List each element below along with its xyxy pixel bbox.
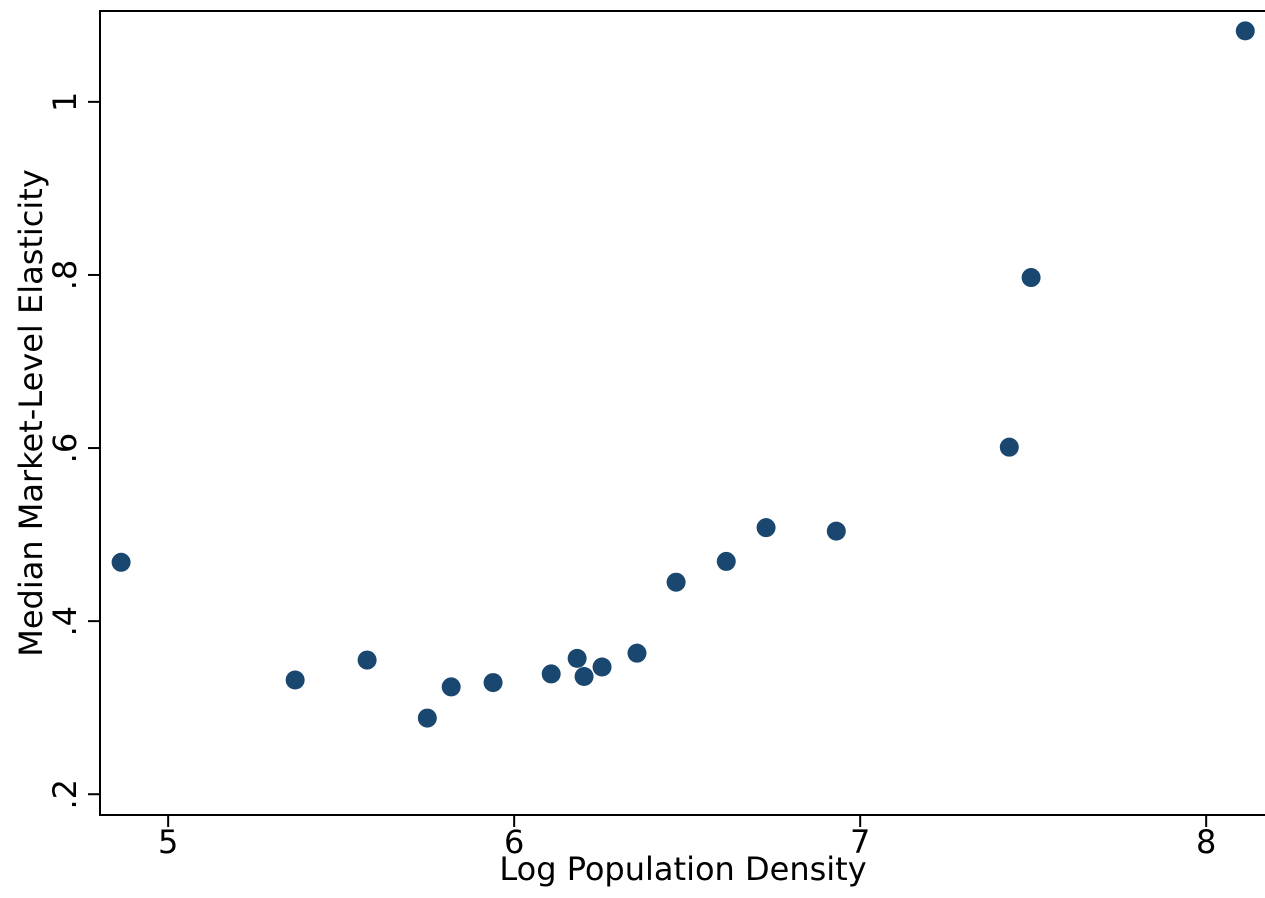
point [285,670,305,690]
y-tick-label: .6 [46,433,84,464]
point [567,648,587,668]
point [826,521,846,541]
y-axis-label: Median Market-Level Elasticity [12,169,50,657]
point [666,572,686,592]
point [592,657,612,677]
x-tick-label: 6 [504,823,524,861]
y-tick-label: .8 [46,260,84,291]
point [357,650,377,670]
point [1235,21,1255,41]
point [417,708,437,728]
x-axis-label: Log Population Density [499,850,866,888]
y-tick-label: .2 [46,779,84,810]
x-tick-label: 8 [1196,823,1216,861]
point [441,677,461,697]
point [541,664,561,684]
y-tick-label: .4 [46,606,84,637]
point [1021,268,1041,288]
point [716,551,736,571]
point [756,518,776,538]
point [483,673,503,693]
point [999,437,1019,457]
point [111,552,131,572]
x-tick-label: 5 [158,823,178,861]
point [574,667,594,687]
x-tick-label: 7 [850,823,870,861]
point [627,643,647,663]
y-tick-label: 1 [46,92,84,112]
